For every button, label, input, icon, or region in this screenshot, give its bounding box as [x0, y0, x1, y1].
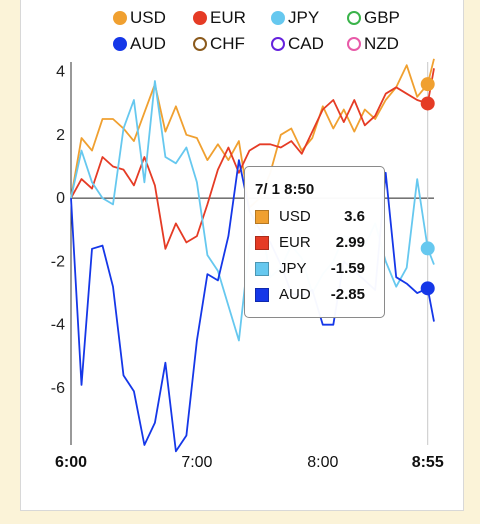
tooltip-eur-value: 2.99 — [335, 234, 365, 251]
legend-jpy-label: JPY — [288, 8, 320, 27]
series-line-eur — [70, 68, 435, 250]
legend-aud-label: AUD — [130, 34, 166, 53]
legend-item-nzd[interactable]: NZD — [347, 34, 399, 54]
legend: USD EUR JPY GBP AUD CHF CAD NZD — [0, 0, 480, 60]
legend-eur-label: EUR — [210, 8, 246, 27]
legend-item-cad[interactable]: CAD — [271, 34, 324, 54]
highlight-point-eur — [420, 96, 435, 111]
legend-item-eur[interactable]: EUR — [193, 8, 246, 28]
x-tick-label: 7:00 — [181, 454, 212, 471]
tooltip-jpy-value: -1.59 — [330, 260, 365, 277]
tooltip-jpy-name: JPY — [279, 260, 307, 277]
legend-item-chf[interactable]: CHF — [193, 34, 245, 54]
tooltip-usd-swatch-icon — [255, 210, 269, 224]
x-tick-label: 8:55 — [412, 454, 444, 471]
tooltip-aud-swatch-icon — [255, 288, 269, 302]
tooltip-row-aud: AUD -2.85 — [255, 285, 379, 309]
legend-item-jpy[interactable]: JPY — [271, 8, 319, 28]
y-tick-label: -6 — [51, 380, 65, 397]
legend-eur-dot-icon — [193, 11, 207, 25]
highlight-point-usd — [420, 77, 435, 92]
legend-item-gbp[interactable]: GBP — [347, 8, 400, 28]
highlight-point-aud — [420, 281, 435, 296]
tooltip-row-usd: USD 3.6 — [255, 207, 379, 231]
legend-chf-dot-icon — [193, 37, 207, 51]
legend-cad-label: CAD — [288, 34, 324, 53]
tooltip-aud-name: AUD — [279, 286, 311, 303]
legend-item-usd[interactable]: USD — [113, 8, 166, 28]
legend-chf-label: CHF — [210, 34, 245, 53]
x-tick-label: 6:00 — [55, 454, 87, 471]
tooltip-eur-name: EUR — [279, 234, 311, 251]
tooltip-usd-value: 3.6 — [344, 208, 365, 225]
tooltip-jpy-swatch-icon — [255, 262, 269, 276]
highlight-point-jpy — [420, 241, 435, 256]
y-tick-label: -4 — [51, 317, 65, 334]
legend-aud-dot-icon — [113, 37, 127, 51]
legend-usd-dot-icon — [113, 11, 127, 25]
y-tick-label: 0 — [56, 190, 65, 207]
legend-nzd-dot-icon — [347, 37, 361, 51]
legend-item-aud[interactable]: AUD — [113, 34, 166, 54]
tooltip-usd-name: USD — [279, 208, 311, 225]
y-tick-label: 4 — [56, 63, 65, 80]
y-tick-label: 2 — [56, 127, 65, 144]
tooltip-aud-value: -2.85 — [330, 286, 365, 303]
legend-gbp-label: GBP — [364, 8, 400, 27]
chart-panel — [20, 0, 464, 511]
y-tick-label: -2 — [51, 253, 65, 270]
tooltip-title: 7/ 1 8:50 — [255, 181, 315, 198]
legend-usd-label: USD — [130, 8, 166, 27]
legend-gbp-dot-icon — [347, 11, 361, 25]
tooltip-eur-swatch-icon — [255, 236, 269, 250]
tooltip: 7/ 1 8:50 USD 3.6 EUR 2.99 JPY -1.59 AUD… — [244, 166, 385, 318]
x-tick-label: 8:00 — [307, 454, 338, 471]
legend-nzd-label: NZD — [364, 34, 399, 53]
tooltip-row-eur: EUR 2.99 — [255, 233, 379, 257]
legend-cad-dot-icon — [271, 37, 285, 51]
tooltip-row-jpy: JPY -1.59 — [255, 259, 379, 283]
legend-jpy-dot-icon — [271, 11, 285, 25]
